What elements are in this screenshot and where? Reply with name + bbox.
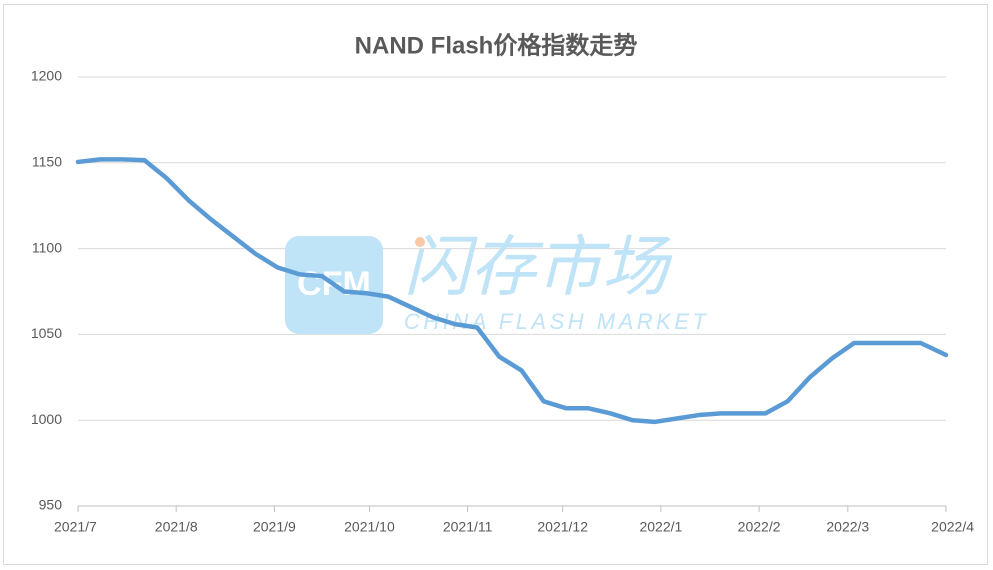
watermark-name: 闪存市场: [404, 229, 673, 303]
x-tick-label: 2021/10: [344, 519, 395, 535]
y-tick-label: 1100: [32, 239, 62, 255]
chart-border: [3, 4, 988, 565]
y-tick-label: 1200: [31, 68, 62, 84]
y-tick-label: 1150: [32, 154, 62, 170]
line-series: [75, 157, 949, 425]
x-tick-label: 2022/1: [639, 519, 682, 535]
watermark-subtitle: CHINA FLASH MARKET: [404, 309, 708, 334]
watermark-dot: [415, 237, 425, 247]
x-tick-label: 2021/11: [443, 519, 493, 535]
x-tick-label: 2021/12: [537, 519, 588, 535]
x-tick-label: 2021/8: [155, 519, 198, 535]
chart-title: NAND Flash价格指数走势: [355, 32, 638, 59]
y-tick-label: 950: [39, 497, 63, 513]
x-tick-label: 2022/3: [826, 519, 869, 535]
x-tick-label: 2021/9: [253, 519, 296, 535]
y-tick-label: 1050: [31, 325, 62, 341]
x-tick-label: 2022/2: [738, 519, 781, 535]
x-tick-label: 2021/7: [54, 519, 97, 535]
y-tick-label: 1000: [31, 411, 62, 427]
x-tick-label: 2022/4: [931, 519, 974, 535]
